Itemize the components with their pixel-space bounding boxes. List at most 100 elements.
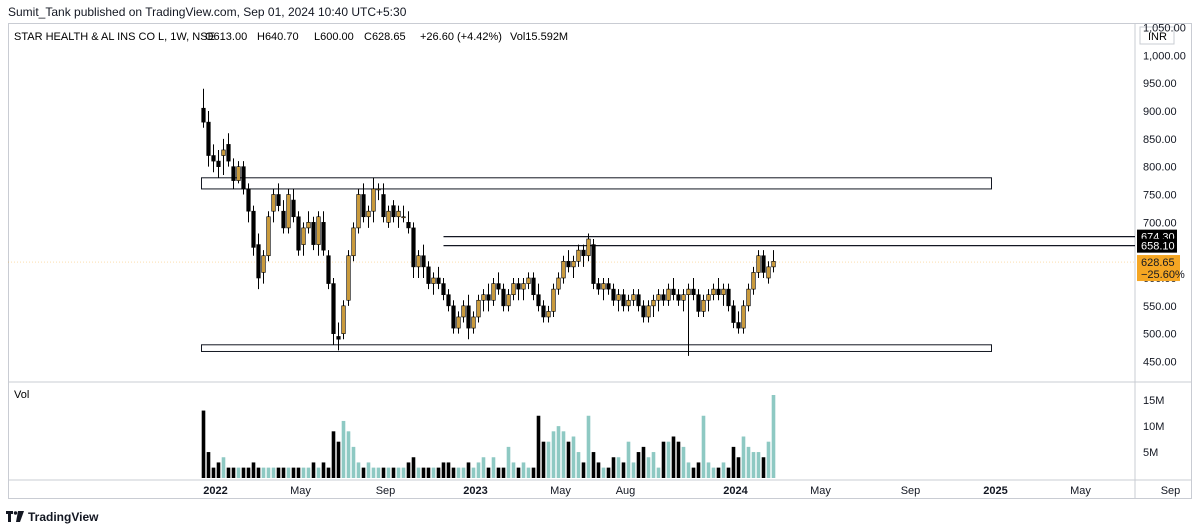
volume-bar — [426, 467, 431, 478]
candle-body — [391, 205, 396, 218]
price-tick-label: 800.00 — [1143, 162, 1177, 174]
candle-body — [766, 266, 771, 279]
candle-body — [586, 238, 591, 257]
candle-body — [606, 283, 611, 290]
footer-brand: TradingView — [28, 510, 99, 524]
volume-bar — [386, 467, 391, 478]
candle-body — [226, 144, 231, 162]
volume-bar — [461, 467, 466, 478]
candle-body — [436, 277, 441, 284]
volume-bar — [536, 415, 541, 478]
volume-bar — [681, 446, 686, 478]
candle-body — [216, 160, 221, 167]
volume-bar — [646, 457, 651, 478]
volume-bar — [626, 441, 631, 478]
volume-bar — [361, 467, 366, 478]
legend-low: L600.00 — [314, 31, 354, 43]
volume-bar — [211, 467, 216, 478]
candle-body — [441, 283, 446, 296]
candle-body — [261, 255, 266, 273]
legend-open: O613.00 — [205, 31, 247, 43]
candle-body — [746, 288, 751, 307]
volume-bar — [531, 467, 536, 478]
candle-body — [646, 305, 651, 318]
candle-body — [721, 288, 726, 295]
volume-bar — [701, 415, 706, 478]
volume-pane-label: Vol — [14, 389, 29, 401]
volume-bar — [401, 467, 406, 478]
candle-body — [546, 311, 551, 318]
price-tick-label: 450.00 — [1143, 357, 1177, 369]
volume-bar — [246, 467, 251, 478]
volume-bar — [201, 410, 206, 478]
drawing-zones — [201, 177, 992, 352]
candle-body — [431, 277, 436, 284]
volume-tick-label: 10M — [1143, 421, 1164, 433]
volume-bar — [301, 467, 306, 478]
volume-bar — [636, 452, 641, 478]
volume-bar — [716, 467, 721, 478]
volume-bar — [286, 467, 291, 478]
volume-bar — [556, 426, 561, 478]
candle-body — [681, 294, 686, 301]
candle-body — [556, 277, 561, 290]
volume-bar — [491, 457, 496, 478]
volume-bar — [311, 462, 316, 478]
legend-high: H640.70 — [257, 31, 299, 43]
candle-body — [281, 210, 286, 229]
candle-body — [321, 222, 326, 251]
volume-bar — [526, 467, 531, 478]
candle-body — [666, 288, 671, 301]
candle-body — [306, 222, 311, 229]
volume-bar — [591, 452, 596, 478]
volume-bar — [326, 467, 331, 478]
price-tick-label: 550.00 — [1143, 301, 1177, 313]
candle-body — [406, 222, 411, 229]
candle-body — [511, 283, 516, 296]
candle-body — [561, 260, 566, 279]
volume-bar — [391, 467, 396, 478]
candle-body — [741, 305, 746, 329]
currency-label: INR — [1148, 31, 1167, 43]
volume-bar — [721, 462, 726, 478]
chart-frame[interactable] — [8, 23, 1192, 499]
volume-bar — [756, 452, 761, 478]
candle-body — [621, 294, 626, 307]
volume-bar — [486, 467, 491, 478]
candle-body — [416, 255, 421, 268]
candle-body — [531, 277, 536, 296]
candle-body — [706, 294, 711, 301]
candle-body — [551, 288, 556, 312]
volume-bar — [266, 467, 271, 478]
candle-body — [236, 166, 241, 181]
currency-box[interactable] — [1139, 26, 1175, 45]
candle-body — [471, 316, 476, 329]
volume-bar — [306, 467, 311, 478]
volume-bar — [561, 431, 566, 478]
candle-body — [476, 299, 481, 318]
volume-bar — [686, 462, 691, 478]
candle-body — [566, 260, 571, 268]
candle-body — [256, 244, 261, 279]
volume-bar — [321, 462, 326, 478]
candle-body — [771, 260, 776, 268]
time-tick-label: May — [550, 485, 571, 497]
candle-body — [346, 255, 351, 301]
volume-bar — [516, 467, 521, 478]
volume-bar — [366, 462, 371, 478]
candle-body — [451, 305, 456, 329]
candle-body — [206, 121, 211, 156]
volume-bar — [736, 457, 741, 478]
volume-bar — [641, 446, 646, 478]
candle-body — [446, 294, 451, 307]
candle-body — [481, 294, 486, 301]
candle-body — [596, 283, 601, 290]
candle-body — [521, 283, 526, 290]
candle-body — [591, 244, 596, 284]
volume-bar — [616, 457, 621, 478]
volume-bar — [296, 467, 301, 478]
volume-bar — [651, 452, 656, 478]
volume-bar — [581, 462, 586, 478]
candle-body — [266, 216, 271, 257]
